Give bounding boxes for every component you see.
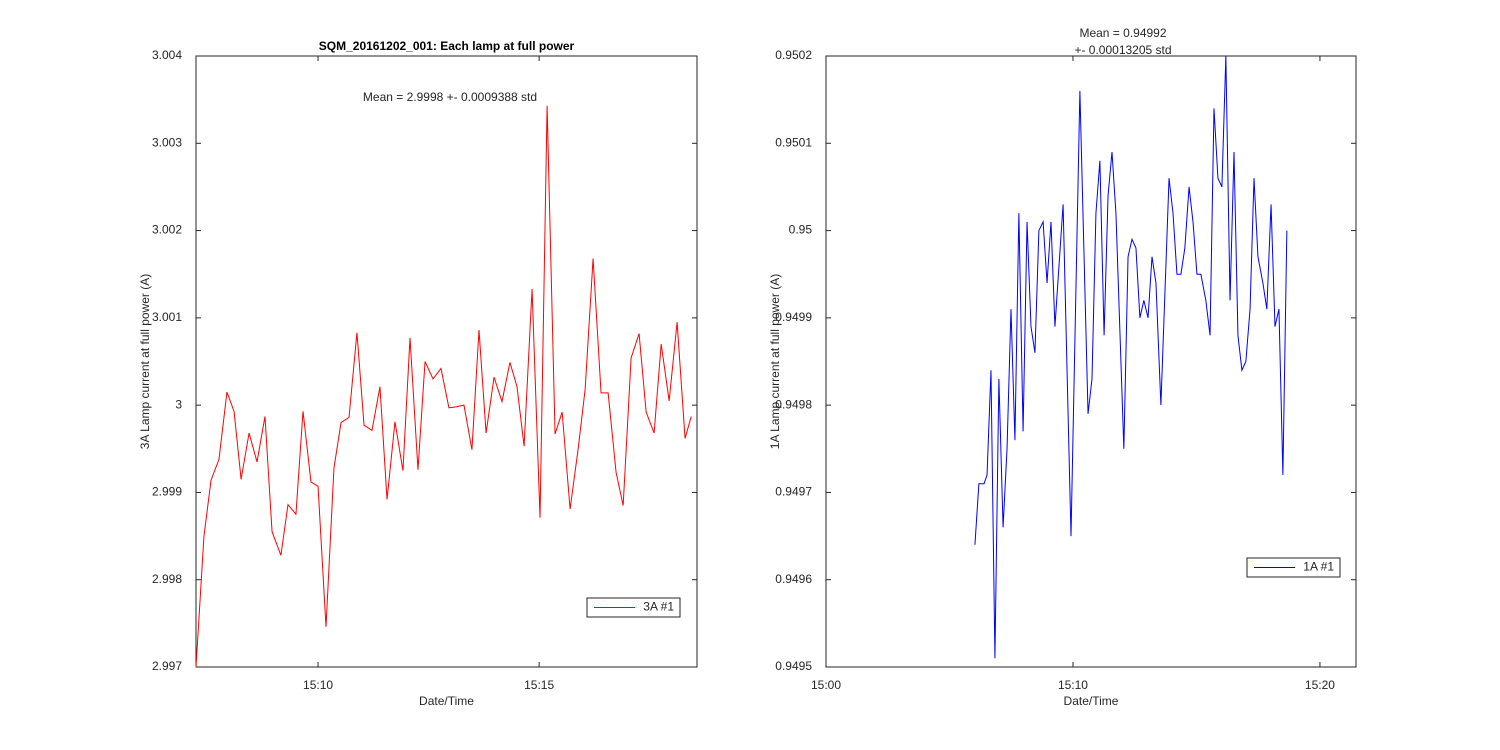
y-tick-label: 0.9495 — [775, 659, 812, 673]
data-line — [974, 55, 1288, 659]
y-tick-label: 3.004 — [152, 48, 182, 62]
y-tick-label: 3 — [175, 397, 182, 411]
y-tick-label: 0.9497 — [775, 485, 812, 499]
x-tick-label: 15:20 — [1305, 678, 1335, 692]
legend-label: 1A #1 — [1303, 560, 1334, 574]
y-tick-label: 0.9498 — [775, 397, 812, 411]
x-tick-label: 15:10 — [303, 678, 333, 692]
y-tick-label: 3.001 — [152, 310, 182, 324]
x-tick-label: 15:00 — [811, 678, 841, 692]
y-tick-label: 0.9496 — [775, 572, 812, 586]
y-tick-label: 2.998 — [152, 572, 182, 586]
y-tick-label: 0.9499 — [775, 310, 812, 324]
annotation: Mean = 2.9998 +- 0.0009388 std — [363, 90, 537, 104]
x-tick-label: 15:10 — [1058, 678, 1088, 692]
x-axis-label: Date/Time — [1064, 694, 1119, 708]
x-tick-label: 15:15 — [524, 678, 554, 692]
y-axis-label: 1A Lamp current at full power (A) — [768, 274, 782, 449]
y-tick-label: 3.002 — [152, 223, 182, 237]
plot-area — [195, 55, 698, 668]
y-axis-label: 3A Lamp current at full power (A) — [138, 274, 152, 449]
y-tick-label: 2.997 — [152, 659, 182, 673]
chart-title: +- 0.00013205 std — [1074, 43, 1171, 57]
y-tick-label: 0.95 — [789, 223, 813, 237]
y-tick-label: 2.999 — [152, 485, 182, 499]
y-tick-label: 0.9502 — [775, 48, 812, 62]
chart-title: Mean = 0.94992 — [1079, 26, 1166, 40]
data-line — [195, 105, 692, 668]
y-tick-label: 0.9501 — [775, 135, 812, 149]
y-tick-label: 3.003 — [152, 135, 182, 149]
x-axis-label: Date/Time — [419, 694, 474, 708]
legend-label: 3A #1 — [643, 600, 674, 614]
chart-title: SQM_20161202_001: Each lamp at full powe… — [319, 39, 575, 53]
